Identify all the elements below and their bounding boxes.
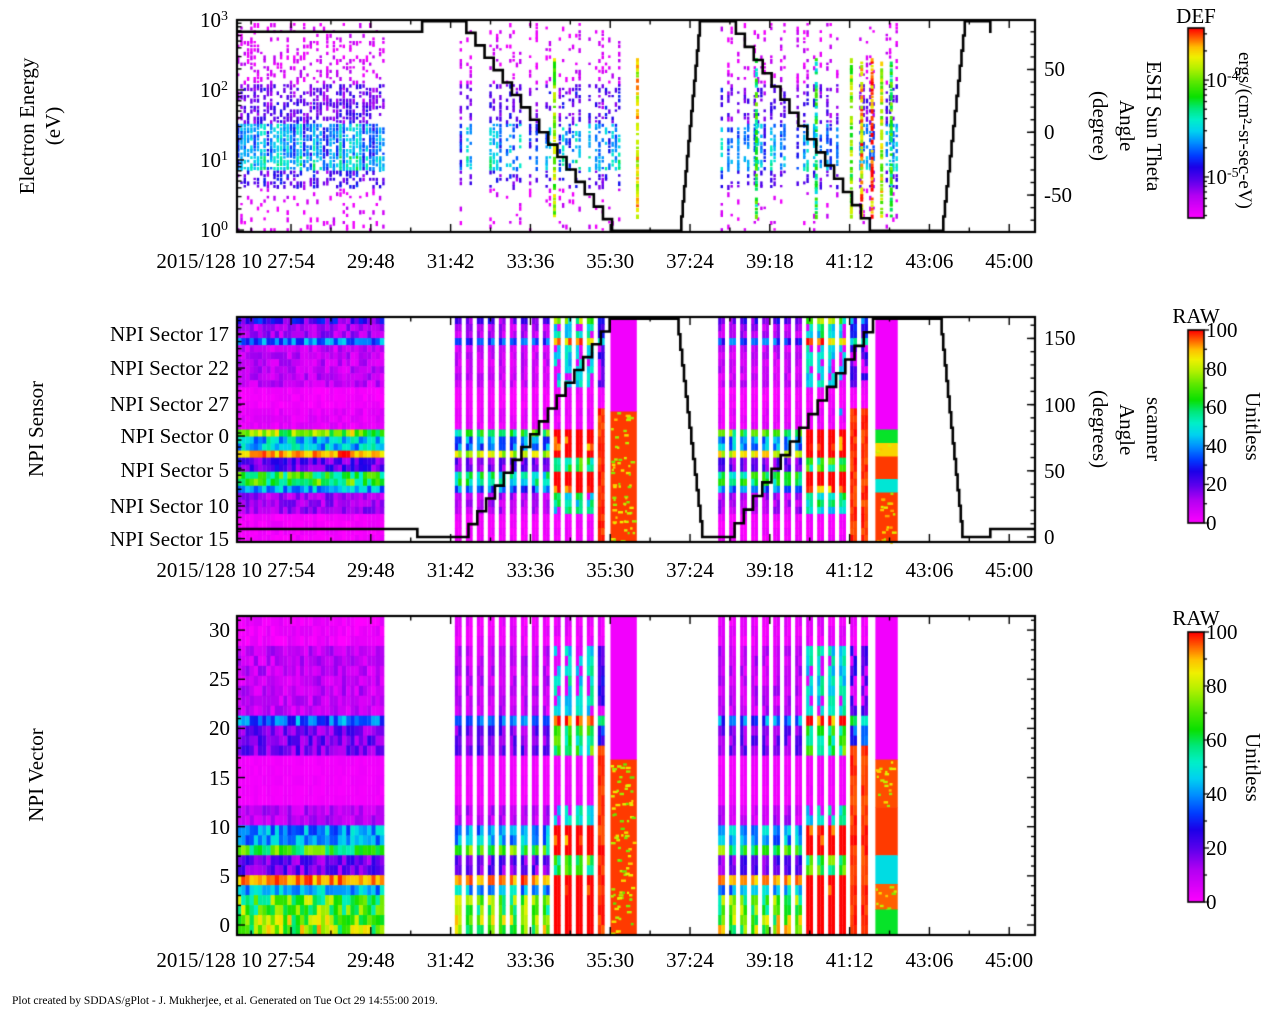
energy-tick-label: 103 [200, 8, 228, 32]
x-tick-label: 29:48 [346, 249, 395, 273]
x-tick-label: 45:00 [985, 249, 1034, 273]
colorbar-tick-label: 40 [1206, 782, 1227, 806]
x-tick-label: 43:06 [905, 948, 954, 972]
sector-tick-label: NPI Sector 17 [110, 321, 229, 346]
x-tick-label: 41:12 [825, 249, 874, 273]
x-tick-label: 33:36 [506, 249, 555, 273]
x-tick-label: 27:54 [267, 558, 315, 582]
sector-tick-label: NPI Sector 27 [110, 392, 229, 417]
sector-tick-label: NPI Sector 10 [110, 494, 229, 518]
x-tick-label: 41:12 [825, 948, 874, 972]
energy-tick-label: 100 [200, 218, 228, 243]
colorbar-tick-label: 40 [1206, 433, 1227, 458]
y-axis-title-line: NPI Sensor [24, 380, 48, 478]
x-tick-label: 39:18 [745, 558, 794, 582]
x-tick-label: 33:36 [506, 948, 555, 972]
x-tick-label: 35:30 [586, 948, 635, 972]
vector-tick-label: 10 [209, 814, 230, 839]
sector-tick-label: NPI Sector 5 [120, 458, 230, 482]
y-axis-title-npi-vector: NPI Vector [23, 625, 49, 925]
x-tick-label: 31:42 [426, 558, 475, 582]
x-tick-label: 43:06 [905, 558, 954, 582]
date-label: 2015/128 10 [156, 948, 262, 972]
right-axis-title-line: Angle [1115, 100, 1139, 152]
right-axis-tick-label: 50 [1044, 57, 1065, 82]
colorbar-title-raw-1: RAW [1172, 304, 1220, 328]
colorbar-unit-def: ergs/(cm²-sr-sec-eV) [1234, 51, 1255, 209]
x-tick-label: 43:06 [905, 249, 954, 273]
colorbar-tick-label: 10-5 [1206, 164, 1239, 189]
colorbar-title-raw-2: RAW [1172, 606, 1220, 630]
right-axis-title-line: (degree) [1088, 91, 1112, 161]
right-axis-tick-label: -50 [1044, 183, 1072, 208]
y-axis-title-line: Electron Energy [15, 57, 39, 195]
plot-credit-footer: Plot created by SDDAS/gPlot - J. Mukherj… [12, 995, 438, 1007]
right-axis-title-line: ESH Sun Theta [1142, 60, 1166, 192]
right-axis-title-sun-theta: ESH Sun Theta Angle (degree) [1086, 20, 1167, 232]
x-tick-label: 45:00 [985, 558, 1034, 582]
vector-tick-label: 30 [209, 618, 230, 643]
x-tick-label: 35:30 [586, 249, 635, 273]
colorbar-tick-label: 0 [1206, 511, 1217, 535]
vector-tick-label: 0 [219, 913, 231, 937]
x-tick-label: 31:42 [426, 948, 475, 972]
date-label: 2015/128 10 [156, 249, 262, 273]
x-tick-label: 45:00 [985, 948, 1034, 972]
right-axis-tick-label: 0 [1044, 524, 1055, 549]
colorbar-title-def: DEF [1176, 4, 1216, 28]
colorbar-tick-label: 20 [1206, 472, 1227, 497]
colorbar-tick-label: 60 [1206, 728, 1227, 752]
x-tick-label: 39:18 [745, 249, 794, 273]
x-tick-label: 29:48 [346, 948, 395, 972]
sector-tick-label: NPI Sector 0 [120, 424, 230, 449]
colorbar-tick-label: 20 [1206, 836, 1227, 860]
x-tick-label: 37:24 [666, 558, 714, 582]
y-axis-title-electron-energy: Electron Energy (eV) [14, 0, 66, 276]
vector-tick-label: 25 [209, 667, 230, 692]
colorbar-unit-raw-1: Unitless [1241, 392, 1265, 461]
sector-tick-label: NPI Sector 22 [110, 356, 229, 381]
right-axis-title-line: Angle [1115, 403, 1139, 456]
vector-tick-label: 5 [219, 863, 231, 888]
colorbar-tick-label: 0 [1206, 890, 1217, 914]
colorbar-tick-label: 100 [1206, 318, 1238, 342]
sector-tick-label: NPI Sector 15 [110, 526, 229, 551]
colorbar-tick-label: 10-4 [1206, 68, 1239, 93]
x-tick-label: 35:30 [586, 558, 635, 582]
right-axis-title-scanner-angle: scanner Angle (degrees) [1086, 317, 1167, 542]
right-axis-tick-label: 100 [1044, 392, 1076, 417]
x-tick-label: 37:24 [666, 948, 714, 972]
colorbar-tick-label: 80 [1206, 674, 1227, 698]
x-tick-label: 29:48 [346, 558, 395, 582]
right-axis-title-line: scanner [1142, 397, 1166, 462]
y-axis-title-line: (eV) [41, 106, 65, 146]
y-axis-title-line: NPI Vector [24, 728, 48, 822]
x-tick-label: 27:54 [267, 249, 315, 273]
x-tick-label: 27:54 [267, 948, 315, 972]
x-tick-label: 33:36 [506, 558, 555, 582]
x-tick-label: 39:18 [745, 948, 794, 972]
vector-tick-label: 15 [209, 765, 230, 790]
right-axis-tick-label: 150 [1044, 326, 1076, 351]
energy-tick-label: 102 [200, 77, 228, 102]
x-tick-label: 31:42 [426, 249, 475, 273]
x-tick-label: 41:12 [825, 558, 874, 582]
energy-tick-label: 101 [200, 147, 228, 172]
vector-tick-label: 20 [209, 716, 230, 741]
right-axis-title-line: (degrees) [1088, 390, 1112, 469]
colorbar-tick-label: 60 [1206, 395, 1227, 420]
colorbar-unit-raw-2: Unitless [1241, 732, 1265, 802]
x-tick-label: 37:24 [666, 249, 714, 273]
date-label: 2015/128 10 [156, 558, 262, 582]
y-axis-title-npi-sensor: NPI Sensor [23, 279, 49, 579]
right-axis-tick-label: 0 [1044, 120, 1055, 145]
right-axis-tick-label: 50 [1044, 458, 1065, 483]
colorbar-tick-label: 100 [1206, 620, 1238, 644]
colorbar-tick-label: 80 [1206, 356, 1227, 381]
